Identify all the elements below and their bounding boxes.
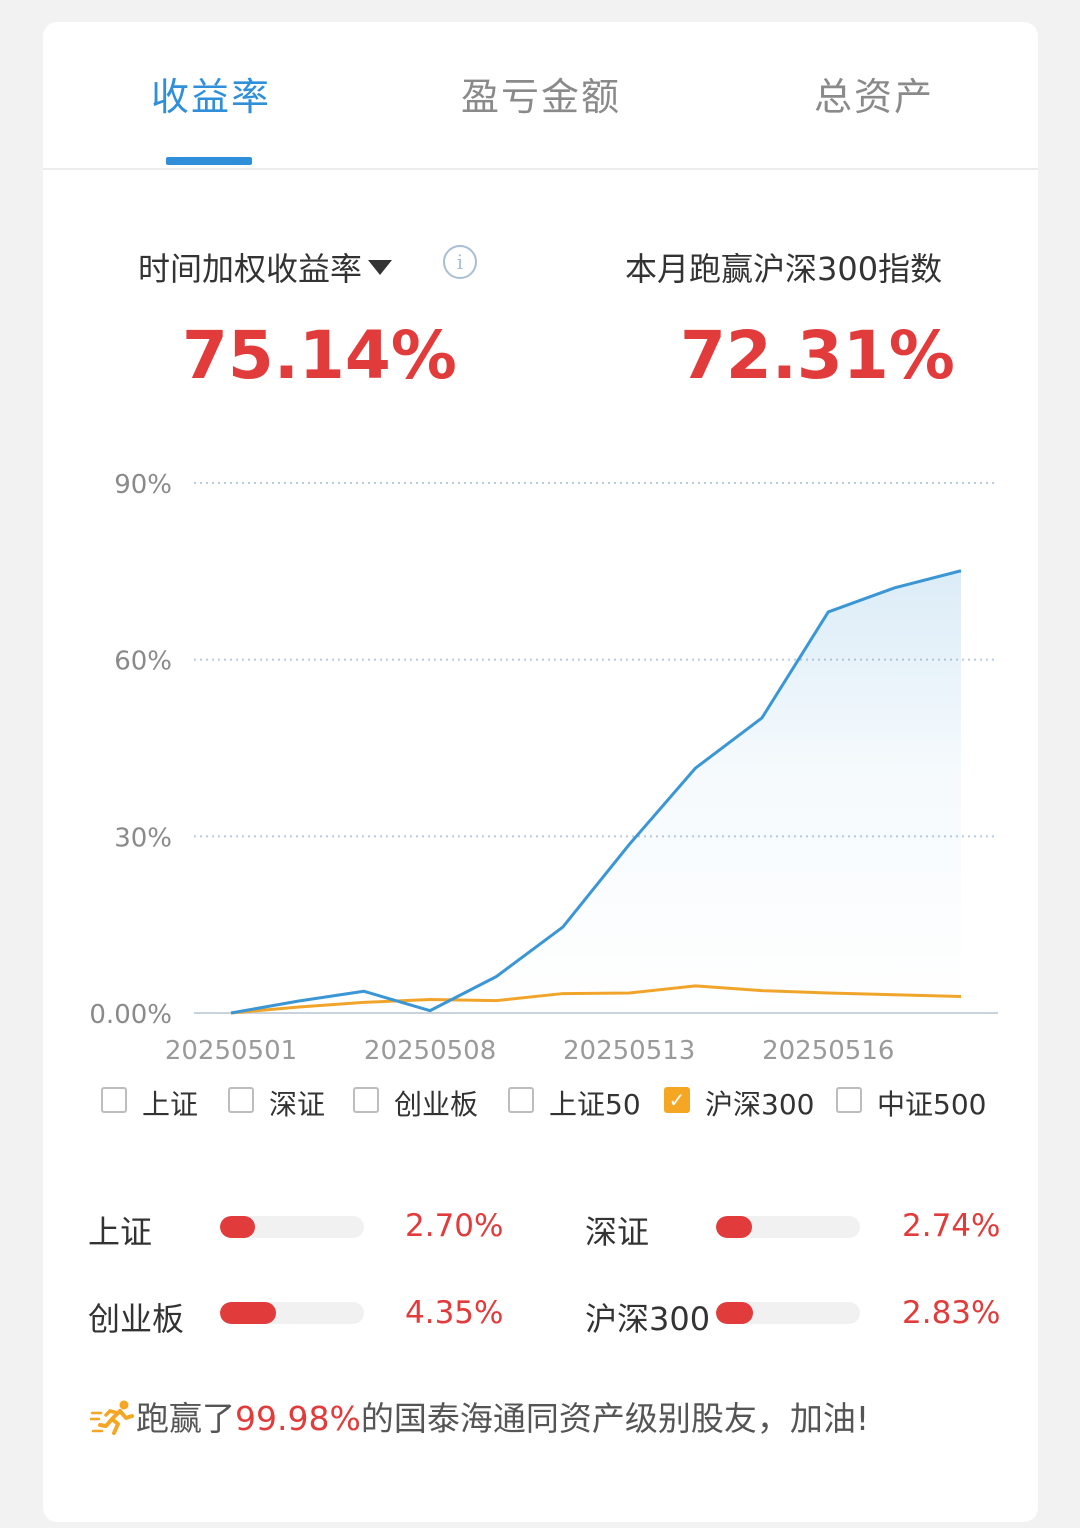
runner-icon	[90, 1400, 134, 1435]
caret-down-icon	[368, 259, 393, 275]
return-type-selector[interactable]: 时间加权收益率	[138, 244, 393, 290]
series-layer	[230, 569, 962, 1015]
x-tick-label: 20250513	[563, 1036, 695, 1066]
legend-label-csi500: 中证500	[877, 1088, 987, 1121]
axis-layer: 0.00% 30% 60% 90% 20250501 20250508 20250513 20…	[89, 470, 894, 1066]
compare-bar-shanghai	[220, 1216, 364, 1238]
compare-bar-fill	[716, 1302, 754, 1324]
checkbox-shanghai[interactable]	[101, 1087, 127, 1113]
compare-bar-fill	[220, 1302, 277, 1324]
return-type-label: 时间加权收益率	[138, 250, 363, 288]
ranking-message: 跑赢了99.98%的国泰海通同资产级别股友，加油!	[90, 1392, 869, 1440]
x-tick-label: 20250508	[364, 1036, 496, 1066]
legend-label-csi300: 沪深300	[705, 1088, 815, 1121]
legend-label-shenzhen: 深证	[269, 1088, 326, 1121]
compare-name-shenzhen: 深证	[585, 1213, 650, 1251]
compare-value-shenzhen: 2.74%	[902, 1208, 1001, 1244]
compare-name-chinext: 创业板	[88, 1300, 185, 1338]
y-tick-label: 30%	[114, 823, 172, 853]
compare-bar-fill	[220, 1216, 255, 1238]
portfolio-area	[231, 570, 961, 1013]
x-tick-label: 20250516	[762, 1036, 894, 1066]
compare-value-shanghai: 2.70%	[405, 1208, 504, 1244]
ranking-percent: 99.98%	[235, 1399, 361, 1438]
compare-value-chinext: 4.35%	[405, 1295, 504, 1331]
area-layer	[231, 570, 961, 1013]
checkbox-csi300[interactable]: ✓	[664, 1087, 690, 1113]
series-line	[230, 569, 962, 1015]
checkbox-sse50[interactable]	[508, 1087, 534, 1113]
y-tick-label: 90%	[114, 470, 172, 500]
compare-name-shanghai: 上证	[88, 1213, 153, 1251]
compare-bar-csi300	[716, 1302, 860, 1324]
outperform-value: 72.31%	[680, 317, 955, 394]
ranking-prefix: 跑赢了	[136, 1399, 235, 1438]
legend-label-chinext: 创业板	[394, 1088, 479, 1121]
legend-label-shanghai: 上证	[142, 1088, 199, 1121]
return-rate-value: 75.14%	[182, 317, 457, 394]
compare-bar-fill	[716, 1216, 752, 1238]
x-tick-label: 20250501	[165, 1036, 297, 1066]
tab-profit-loss[interactable]: 盈亏金额	[461, 75, 622, 119]
checkbox-chinext[interactable]	[353, 1087, 379, 1113]
outperform-label: 本月跑赢沪深300指数	[625, 250, 943, 288]
checkbox-shenzhen[interactable]	[228, 1087, 254, 1113]
tab-bar: 收益率 盈亏金额 总资产	[43, 22, 1038, 170]
tab-total-assets[interactable]: 总资产	[814, 75, 935, 119]
compare-bar-chinext	[220, 1302, 364, 1324]
legend-label-sse50: 上证50	[549, 1088, 641, 1121]
series-line	[230, 984, 962, 1015]
checkbox-csi500[interactable]	[836, 1087, 862, 1113]
tab-return-rate[interactable]: 收益率	[151, 75, 272, 119]
compare-value-csi300: 2.83%	[902, 1295, 1001, 1331]
y-tick-label: 0.00%	[89, 1000, 172, 1030]
compare-name-csi300: 沪深300	[585, 1300, 711, 1338]
info-icon[interactable]: i	[443, 245, 477, 279]
y-tick-label: 60%	[114, 647, 172, 677]
ranking-suffix: 的国泰海通同资产级别股友，加油!	[360, 1399, 870, 1438]
compare-bar-shenzhen	[716, 1216, 860, 1238]
tab-active-indicator	[166, 157, 252, 165]
